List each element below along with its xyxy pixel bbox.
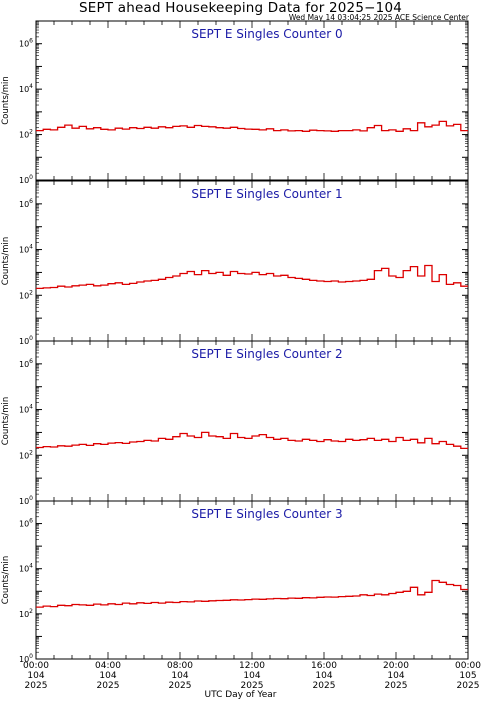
panel-title: SEPT E Singles Counter 1	[191, 187, 342, 201]
y-tick-label: 106	[19, 38, 33, 49]
x-tick-label: 104	[387, 671, 404, 681]
x-tick-label: 104	[171, 671, 188, 681]
x-tick-label: 08:00	[167, 661, 193, 671]
y-tick-label: 100	[19, 335, 33, 346]
y-tick-label: 104	[19, 83, 33, 94]
x-tick-label: 104	[243, 671, 260, 681]
x-tick-label: 2025	[457, 681, 480, 691]
x-tick-label: 2025	[385, 681, 408, 691]
x-tick-label: 00:00	[455, 661, 481, 671]
y-tick-label: 102	[19, 129, 33, 140]
panel-frame-0	[35, 20, 469, 181]
panel-frame-1	[35, 180, 469, 342]
x-tick-label: 20:00	[383, 661, 409, 671]
x-tick-label: 104	[27, 671, 44, 681]
y-axis-title: Counts/min	[1, 556, 11, 605]
chart-title: SEPT ahead Housekeeping Data for 2025−10…	[78, 0, 403, 16]
x-tick-label: 2025	[169, 681, 192, 691]
x-tick-label: 2025	[241, 681, 264, 691]
panel-frame-2	[35, 340, 469, 502]
y-tick-label: 100	[19, 174, 33, 185]
x-tick-label: 00:00	[23, 661, 49, 671]
x-tick-label: 104	[99, 671, 116, 681]
series-line	[36, 579, 468, 608]
y-tick-label: 102	[19, 289, 33, 300]
x-axis-title: UTC Day of Year	[204, 690, 277, 700]
x-tick-label: 104	[315, 671, 332, 681]
generation-timestamp: Wed May 14 03:04:25 2025 ACE Science Cen…	[288, 13, 469, 22]
x-tick-label: 2025	[313, 681, 336, 691]
y-tick-label: 100	[19, 495, 33, 506]
y-tick-label: 100	[19, 653, 33, 664]
series-line	[36, 431, 468, 450]
x-tick-label: 16:00	[311, 661, 337, 671]
x-tick-label: 04:00	[95, 661, 121, 671]
panel-title: SEPT E Singles Counter 3	[191, 507, 342, 521]
y-tick-label: 102	[19, 608, 33, 619]
panel-title: SEPT E Singles Counter 2	[191, 347, 342, 361]
y-tick-label: 106	[19, 198, 33, 209]
x-tick-label: 12:00	[239, 661, 265, 671]
series-line	[36, 264, 468, 290]
x-tick-label: 105	[459, 671, 476, 681]
x-tick-label: 2025	[97, 681, 120, 691]
x-tick-label: 2025	[25, 681, 48, 691]
series-line	[36, 120, 468, 132]
y-tick-label: 106	[19, 358, 33, 369]
y-axis-title: Counts/min	[1, 397, 11, 446]
y-tick-label: 104	[19, 244, 33, 255]
panel-title: SEPT E Singles Counter 0	[191, 27, 342, 41]
y-tick-label: 102	[19, 449, 33, 460]
y-tick-label: 106	[19, 518, 33, 529]
y-axis-title: Counts/min	[1, 237, 11, 286]
y-axis-title: Counts/min	[1, 76, 11, 125]
panel-frame-3	[35, 500, 469, 660]
y-tick-label: 104	[19, 563, 33, 574]
y-tick-label: 104	[19, 404, 33, 415]
